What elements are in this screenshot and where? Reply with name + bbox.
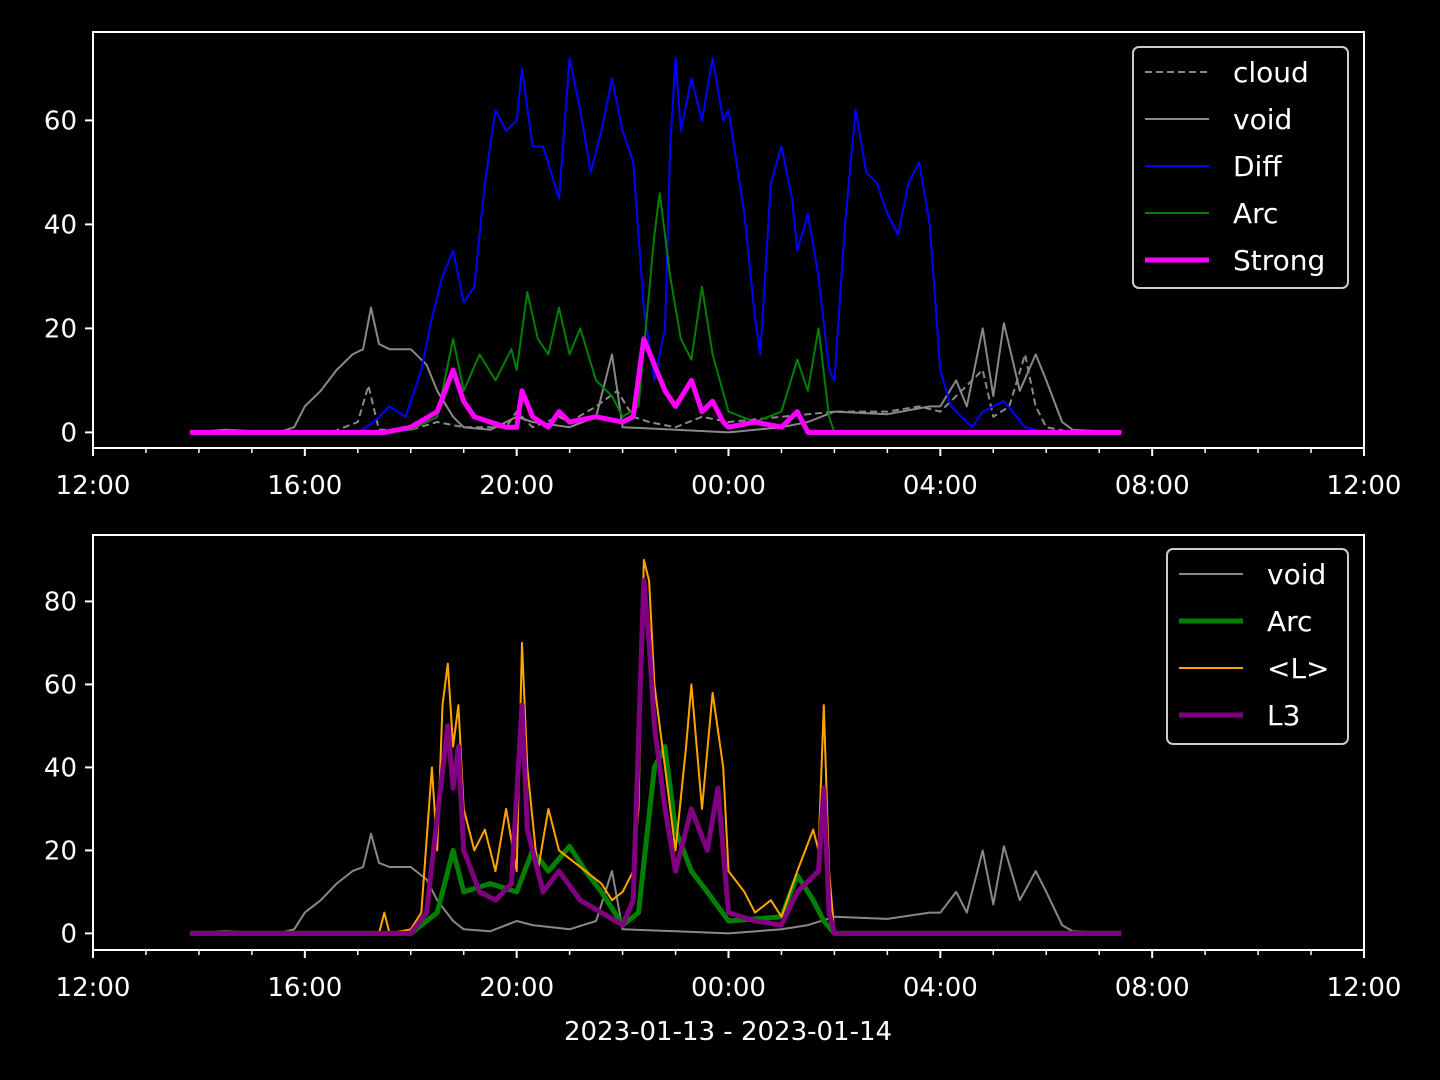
x-tick-label: 16:00 [267, 471, 342, 501]
legend-label: <L> [1267, 652, 1330, 685]
y-tick-label: 80 [44, 587, 77, 617]
y-tick-label: 20 [44, 314, 77, 344]
x-tick-label: 16:00 [267, 973, 342, 1003]
legend-box [1132, 46, 1349, 289]
x-tick-label: 04:00 [903, 973, 978, 1003]
y-tick-label: 0 [60, 919, 77, 949]
legend-label: void [1267, 558, 1326, 591]
series-line-cloud [189, 353, 1122, 434]
x-tick-label: 12:00 [56, 471, 131, 501]
legend: cloud void Diff Arc Strong [1132, 46, 1349, 289]
legend-label: cloud [1233, 56, 1309, 89]
y-tick-label: 0 [60, 418, 77, 448]
legend-box [1166, 548, 1349, 745]
series-line-l [189, 558, 1122, 935]
series-line-l3 [189, 578, 1122, 936]
series-line-diff [189, 57, 1122, 434]
series-line-arc [189, 192, 1122, 434]
y-tick-label: 40 [44, 753, 77, 783]
legend: void Arc <L> L3 [1166, 548, 1349, 745]
legend-label: void [1233, 103, 1292, 136]
x-tick-label: 08:00 [1115, 973, 1190, 1003]
top-panel: 0 20 40 60 12:00 16:00 20:00 00:00 04:00 08:00 12:… [44, 31, 1402, 501]
bottom-panel: 0 20 40 60 80 12:00 16:00 20:00 00:00 04:00 08:00 1… [44, 534, 1402, 1003]
legend-label: Arc [1233, 197, 1278, 230]
series-line-strong [189, 336, 1122, 435]
x-tick-label: 04:00 [903, 471, 978, 501]
bottom-x-axis-label: 2023-01-13 - 2023-01-14 [564, 1017, 892, 1047]
legend-label: L3 [1267, 699, 1300, 732]
y-tick-label: 40 [44, 210, 77, 240]
y-tick-label: 20 [44, 836, 77, 866]
y-tick-label: 60 [44, 106, 77, 136]
series-line-void [189, 832, 1122, 935]
x-tick-label: 08:00 [1115, 471, 1190, 501]
x-tick-label: 12:00 [56, 973, 131, 1003]
legend-label: Arc [1267, 605, 1312, 638]
x-tick-label: 20:00 [479, 471, 554, 501]
legend-label: Strong [1233, 244, 1325, 277]
x-tick-label: 12:00 [1327, 471, 1402, 501]
x-tick-label: 12:00 [1327, 973, 1402, 1003]
y-tick-label: 60 [44, 670, 77, 700]
x-tick-label: 20:00 [479, 973, 554, 1003]
series-line-arc [189, 744, 1122, 936]
x-tick-label: 00:00 [691, 471, 766, 501]
x-tick-label: 00:00 [691, 973, 766, 1003]
legend-label: Diff [1233, 150, 1282, 183]
